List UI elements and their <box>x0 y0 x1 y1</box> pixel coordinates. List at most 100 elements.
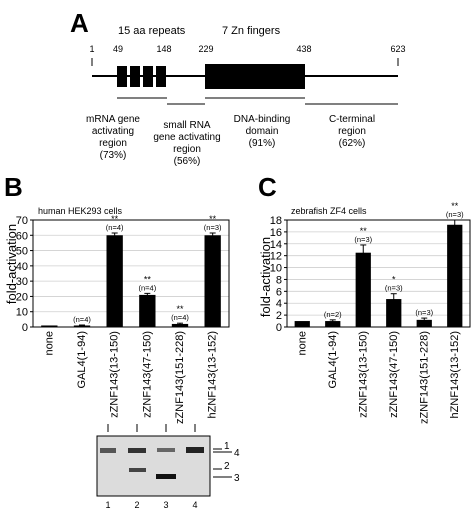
panel-a: A 15 aa repeats 7 Zn fingers 1 49 148 22… <box>70 8 406 167</box>
category-label: GAL4(1-94) <box>76 331 88 388</box>
y-tick-label: 70 <box>16 215 28 227</box>
panel-c: C zebrafish ZF4 cells fold-activation 02… <box>258 172 471 424</box>
zn-fingers-label: 7 Zn fingers <box>222 25 281 37</box>
y-tick-label: 8 <box>276 274 282 286</box>
y-tick-label: 10 <box>16 307 28 319</box>
blot-band-lane3-upper <box>157 448 175 452</box>
y-tick-label: 6 <box>276 286 282 298</box>
region-cterm-line-1: C-terminal <box>329 114 375 125</box>
category-label: zZNF143(13-150) <box>109 331 121 418</box>
bar <box>325 321 341 327</box>
position-623: 623 <box>390 44 405 54</box>
bar <box>41 325 58 327</box>
y-tick-label: 40 <box>16 261 28 273</box>
n-label: (n=4) <box>73 315 91 324</box>
position-438: 438 <box>296 44 311 54</box>
panel-a-letter: A <box>70 8 89 38</box>
repeats-label: 15 aa repeats <box>118 25 186 37</box>
chart-c-ylabel: fold-activation <box>258 237 273 317</box>
region-label-dna-binding: DNA-binding domain (91%) <box>234 114 291 149</box>
n-label: (n=3) <box>446 210 464 219</box>
band-label-3: 3 <box>234 473 240 484</box>
n-label: (n=4) <box>106 223 124 232</box>
significance-stars: ** <box>209 214 217 224</box>
y-tick-label: 14 <box>270 239 282 251</box>
repeat-box-3 <box>143 66 153 87</box>
category-label: zZNF143(151-228) <box>418 331 430 424</box>
y-tick-label: 60 <box>16 230 28 242</box>
blot-band-lane1 <box>100 448 116 453</box>
y-tick-label: 50 <box>16 246 28 258</box>
n-label: (n=2) <box>324 310 342 319</box>
region-small-rna-line-4: (56%) <box>174 156 201 167</box>
bar <box>106 235 123 327</box>
blot-lane-label-1: 1 <box>105 500 110 508</box>
bar <box>204 235 221 327</box>
region-small-rna-line-3: region <box>173 144 201 155</box>
region-cterm-line-2: region <box>338 126 366 137</box>
y-tick-label: 20 <box>16 291 28 303</box>
category-label: zZNF143(151-228) <box>174 331 186 424</box>
category-label: zZNF143(47-150) <box>141 331 153 418</box>
category-label: zZNF143(13-150) <box>357 331 369 418</box>
n-label: (n=4) <box>171 313 189 322</box>
category-label: GAL4(1-94) <box>327 331 339 388</box>
bar <box>294 321 310 327</box>
category-label: hZNF143(13-152) <box>207 331 219 418</box>
region-mrna-line-3: region <box>99 138 127 149</box>
western-blot: 1 2 3 4 1 4 2 3 <box>96 424 240 508</box>
position-1: 1 <box>89 44 94 54</box>
y-tick-label: 4 <box>276 298 282 310</box>
zinc-finger-block <box>205 64 305 89</box>
category-label: hZNF143(13-152) <box>449 331 461 418</box>
blot-lane-label-4: 4 <box>192 500 197 508</box>
significance-stars: ** <box>176 304 184 314</box>
y-tick-label: 12 <box>270 251 282 263</box>
n-label: (n=3) <box>354 235 372 244</box>
significance-stars: ** <box>360 226 368 236</box>
significance-stars: ** <box>144 274 152 284</box>
position-49: 49 <box>113 44 123 54</box>
y-tick-label: 10 <box>270 263 282 275</box>
blot-lane-label-2: 2 <box>134 500 139 508</box>
significance-stars: * <box>392 275 396 285</box>
blot-band-lane2-lower <box>129 468 146 472</box>
category-label: none <box>43 331 55 355</box>
bar <box>139 294 156 327</box>
chart-b-ylabel: fold-activation <box>4 224 19 304</box>
band-label-1: 1 <box>224 441 230 452</box>
chart-c-title: zebrafish ZF4 cells <box>291 206 367 216</box>
position-148: 148 <box>156 44 171 54</box>
chart-b: 010203040506070none(n=4)GAL4(1-94)(n=4)*… <box>16 214 230 424</box>
repeat-box-2 <box>130 66 140 87</box>
region-mrna-line-2: activating <box>92 126 134 137</box>
blot-lane-label-3: 3 <box>163 500 168 508</box>
n-label: (n=4) <box>138 283 156 292</box>
y-tick-label: 18 <box>270 215 282 227</box>
bar <box>416 319 432 327</box>
plot-frame <box>32 219 230 328</box>
chart-b-title: human HEK293 cells <box>38 206 123 216</box>
blot-band-lane4 <box>186 447 204 453</box>
n-label: (n=3) <box>385 284 403 293</box>
blot-band-lane2-upper <box>128 448 146 453</box>
repeat-box-1 <box>117 66 127 87</box>
y-tick-label: 2 <box>276 310 282 322</box>
bar <box>73 325 91 327</box>
panel-b: B human HEK293 cells fold-activation 0 10… <box>4 172 240 508</box>
y-tick-label: 0 <box>276 322 282 334</box>
chart-c: 024681012141618none(n=2)GAL4(1-94)(n=3)*… <box>270 201 471 424</box>
panel-c-letter: C <box>258 172 277 202</box>
significance-stars: ** <box>111 214 119 224</box>
bar <box>355 252 371 327</box>
position-229: 229 <box>198 44 213 54</box>
bar <box>447 224 463 327</box>
region-dna-line-1: DNA-binding <box>234 114 291 125</box>
region-dna-line-3: (91%) <box>249 138 276 149</box>
bar <box>386 299 402 327</box>
region-mrna-line-4: (73%) <box>100 150 127 161</box>
band-label-4: 4 <box>234 448 240 459</box>
y-tick-label: 0 <box>22 322 28 334</box>
region-label-small-rna: small RNA gene activating region (56%) <box>153 120 220 167</box>
